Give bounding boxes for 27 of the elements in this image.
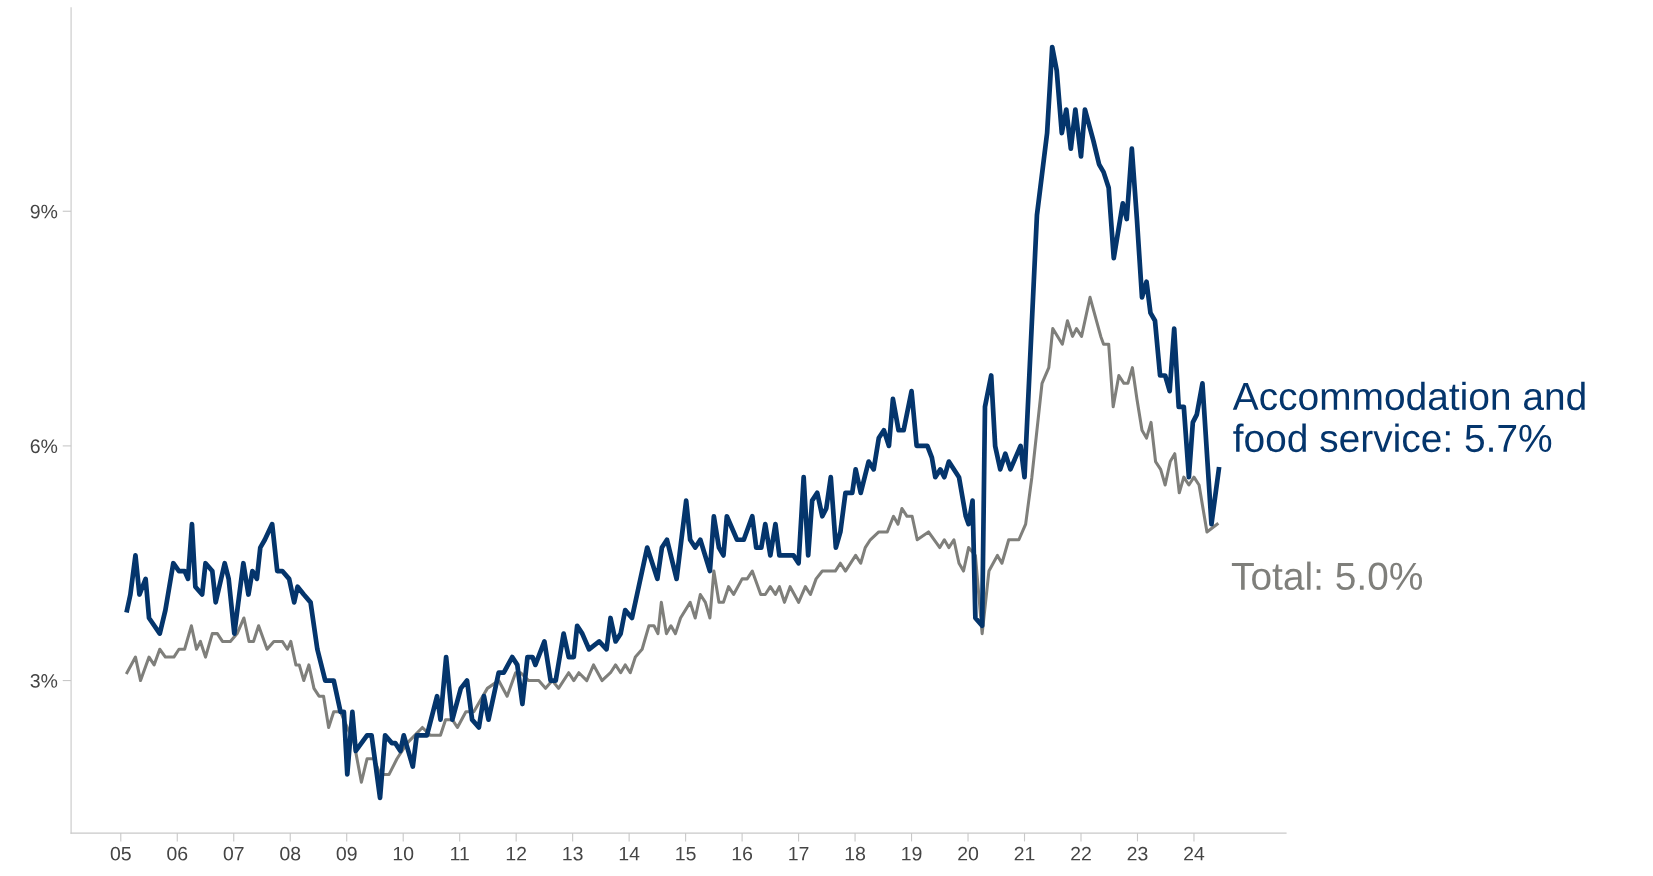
x-tick-label: 23 xyxy=(1127,846,1148,861)
x-tick-label: 12 xyxy=(506,846,527,861)
x-tick-label: 11 xyxy=(451,846,469,861)
x-tick-label: 14 xyxy=(619,846,640,861)
series-label: Total: 5.0% xyxy=(1231,561,1423,591)
line-series xyxy=(124,44,1222,801)
y-tick-label: 6% xyxy=(30,439,58,454)
x-tick-label: 21 xyxy=(1014,846,1035,861)
x-tick-label: 22 xyxy=(1071,846,1091,861)
x-tick-label: 19 xyxy=(902,846,922,861)
x-tick-label: 09 xyxy=(336,846,357,861)
x-tick-label: 13 xyxy=(563,846,583,861)
x-tick-label: 17 xyxy=(789,846,809,861)
x-tick-label: 07 xyxy=(223,846,244,861)
x-tick-label: 06 xyxy=(167,846,188,861)
series-label: Accommodation and food service: 5.7% xyxy=(1232,381,1585,453)
y-tick-label: 3% xyxy=(30,674,58,688)
x-tick-label: 24 xyxy=(1184,846,1205,861)
y-tick-label: 9% xyxy=(30,204,58,219)
x-tick-label: 15 xyxy=(676,846,696,861)
x-tick-label: 16 xyxy=(732,846,753,861)
x-tick-label: 10 xyxy=(393,846,414,861)
x-tick-label: 20 xyxy=(958,846,979,861)
x-tick-label: 08 xyxy=(280,846,301,861)
x-tick-label: 05 xyxy=(110,846,131,861)
x-tick-label: 18 xyxy=(845,846,866,861)
line-series xyxy=(125,295,1219,784)
